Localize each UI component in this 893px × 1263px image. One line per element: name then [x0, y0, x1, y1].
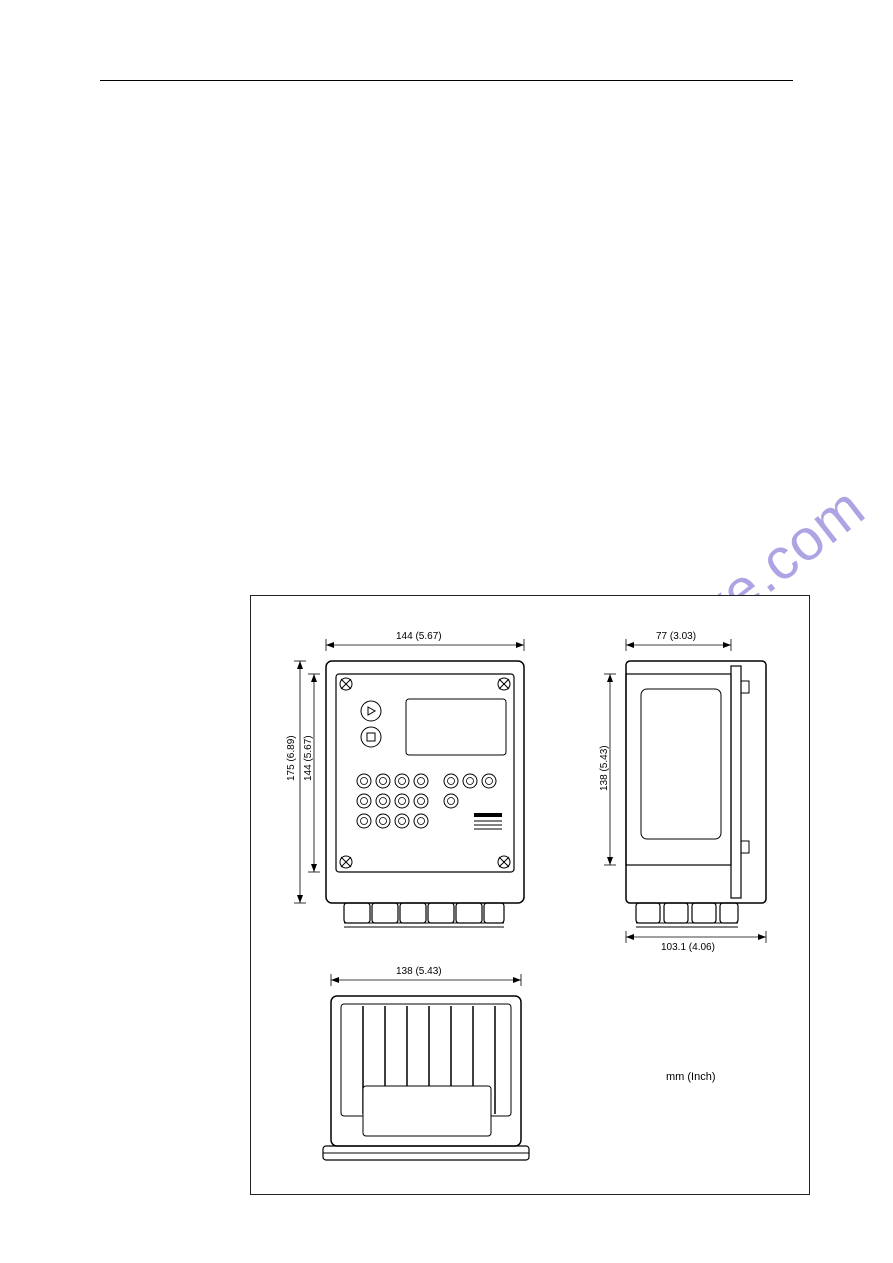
- page-container: manualshive.com: [0, 0, 893, 1263]
- dim-front-width: 144 (5.67): [396, 631, 442, 642]
- top-rule: [100, 80, 793, 81]
- dim-front-height-outer: 175 (6.89): [286, 735, 297, 781]
- side-view-svg: [596, 631, 796, 951]
- units-caption: mm (Inch): [666, 1071, 716, 1083]
- topdown-view-svg: [303, 966, 553, 1176]
- dim-front-height-inner: 144 (5.67): [303, 735, 314, 781]
- dim-side-depth-top: 77 (3.03): [656, 631, 696, 642]
- dim-topdown-width: 138 (5.43): [396, 966, 442, 977]
- dim-side-depth-bottom: 103.1 (4.06): [661, 942, 715, 953]
- diagram-frame: 144 (5.67) 175 (6.89) 144 (5.67): [250, 595, 810, 1195]
- dim-side-height: 138 (5.43): [599, 745, 610, 791]
- front-view-svg: [286, 631, 556, 951]
